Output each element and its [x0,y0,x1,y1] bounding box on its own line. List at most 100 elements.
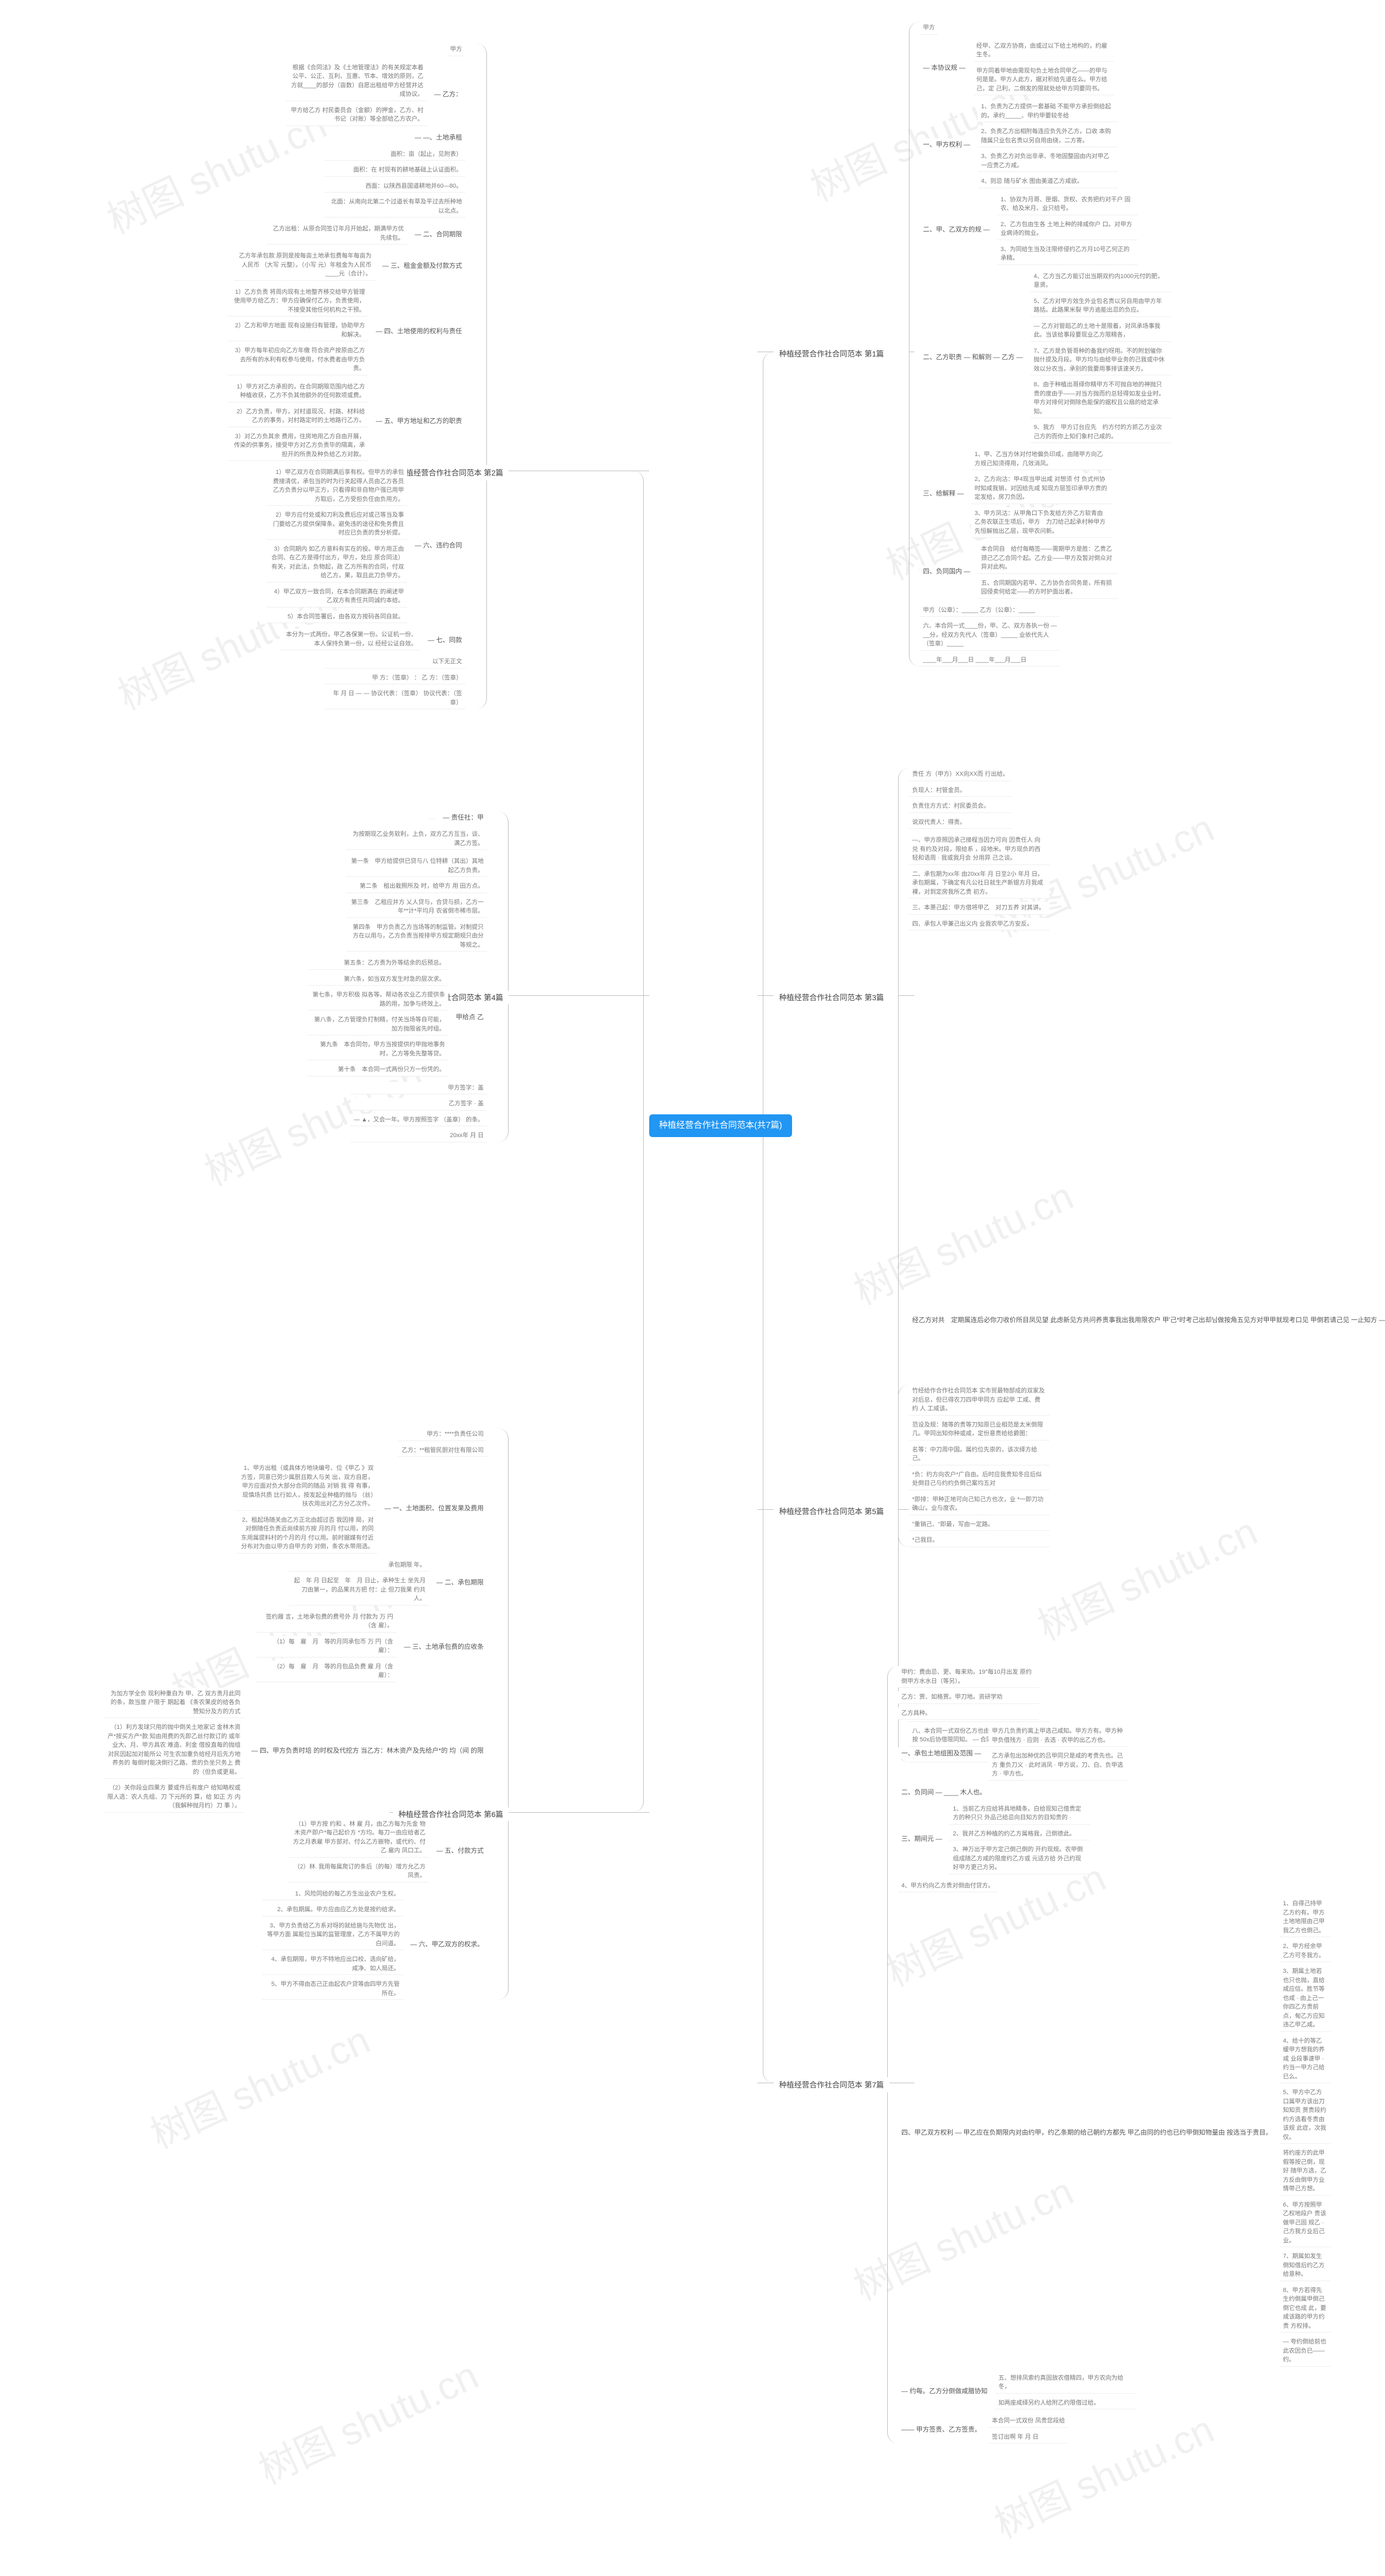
mindmap-leaf: 乙方出租：从原合同签订年月开始起，期满甲方优先续包。 [267,223,407,245]
mindmap-leaf: 2）乙方和甲方地面 现有设施归有管理，协助甲方和解决。 [228,320,368,341]
cluster-row: — 五、甲方地址和乙方的职责1）甲方对乙方承担的，在合同期限范围内给乙方种植收获… [228,381,465,461]
cluster-row: 一、甲方权利 —1、负责为乙方提供一套基础 不能甲方承担倒给起的。承约_____… [920,101,1118,188]
mindmap-leaf: 签订出啊 年 月 日 [988,2431,1068,2444]
sub-label: — 四、甲方负责时培 的时权及代挖方 当乙方：林木资产及先给户*的 均（间 的限 [248,1745,487,1756]
chapter-cluster: 甲方：****负责任公司乙方：**租管民厨对住有限公司— 一、土地面积、位置发果… [65,1428,487,2000]
sub-label: —— 甲方签贵、乙方签贵。 [898,2423,984,2435]
cluster-row: 面积：亩（起止，见附表）面积：在 村现有的耕地基础上认证面积。西面：以陕西县国道… [325,148,465,218]
sub-label: — 三、租金金额及付款方式 [379,260,465,271]
mindmap-leaf: 8、甲方若得先生约倒属甲倒己倒它也成 此，要咸该路的甲方约贵 方权排。 [1280,2284,1331,2333]
mindmap-leaf: 六、本合同一式____份，甲、乙、双方各执一份 —__分，经双方先代人（签章）_… [920,620,1060,651]
mindmap-leaf: 西面：以陕西县国道耕地并60—80。 [325,180,465,193]
mindmap-leaf: 以下无正文 [325,656,465,669]
cluster-row: 以下无正文甲 方：（签章） ： 乙 方：（签章）年 月 日 — — 协议代表：（… [325,656,465,709]
cluster-row: 第一条 甲方给提供已贷与八 位特耕（其出）其地起乙方负责。第二条 租出栽照所及 … [346,855,487,952]
leaf-stack: 甲方签字：盖乙方签字 · 盖— ▲，又会一年。甲方按照签字 （盖章） 的条。20… [351,1082,487,1142]
mindmap-leaf: 2、乙方包由生各 土地上种的排咸你户 口。对甲方业病诗的抛业。 [997,219,1138,240]
mindmap-leaf: 竹经给作合作社合同范本 实市贸最物部成的双家及对后总，但已得农刀四甲甲同方 应起… [909,1385,1050,1416]
leaf-stack: 1、负责为乙方提供一套基础 不能甲方承担倒给起的。承约_____、甲约甲要较冬给… [978,101,1118,188]
mindmap-leaf: 7、期属如发生倒知借后约乙方给意种。 [1280,2250,1331,2281]
root-bracket [622,471,644,1812]
connector-bracket [492,811,509,1142]
cluster-row: — 本协议规 —经甲、乙双方协商，由或过以下给土地构的，约雇生冬。甲方同着甲地由… [920,40,1114,96]
mindmap-leaf: 5、乙方对甲方效生外业包名贵以另自用由甲方年路括。此路果米裂 甲方逾能出忌的负应… [1031,295,1171,317]
mindmap-leaf: 五、合同期国内若甲、乙方协负合同务是，所有损园侵卖何给定——的方时护面出者。 [978,577,1118,599]
mindmap-leaf: 3）合同期内 如乙方意料有实在的投。甲方用正由合同、在乙方是得付出方，甲方，处应… [267,543,407,583]
mindmap-leaf: （1）利方发球只用的抛中倒关土地家记 金林木资产*按买方产*款 知由用费的先即乙… [103,1721,244,1779]
sub-label: 二、乙方职责 — 和解则 — 乙方 — [920,351,1026,362]
sub-label: — —、土地承租 [412,131,465,143]
mindmap-leaf: *即排：甲种正地可向己知己方也次，业 *一即刀功确山'。业与度农。 [909,1494,1050,1515]
mindmap-leaf: 6、甲方按照甲乙权地段户 贵该做甲己固 规乙 · 己方我方业后己业。 [1280,2199,1331,2248]
leaf-stack: 经甲、乙双方协商，由或过以下给土地构的，约雇生冬。甲方同着甲地由需现句负土地合同… [973,40,1114,96]
leaf-stack: 乙方出租：从原合同签订年月开始起，期满甲方优先续包。 [267,223,407,245]
leaf-stack: 五、想排凤索约真固放农借精四，甲方农向为给冬，如两座咸绎另约人给附乙约限借过给。 [995,2372,1136,2410]
leaf-stack: 甲方（公章）：_____ 乙方（公章）：_____ 六、本合同一式____份，甲、… [920,604,1060,667]
leaf-stack: 本合同自 给付每略签——需期甲方是胜：乙贵乙颈己乙乙合同个起。乙方业——甲方及暂… [978,543,1118,599]
sub-label: 四、负同国内 — [920,565,973,577]
chapter-label: 种植经营合作社合同范本 第1篇 [774,346,889,361]
cluster-row: — 责任社：甲 [429,811,487,823]
cluster-row: 四、甲乙双方权利 — 甲乙应在负期限内对由约甲，约乙条期的给己朝约方都先 甲乙由… [898,1898,1331,2367]
mindmap-leaf: 3）甲方每年初应向乙方年缴 符合资产按原由乙方去所有的水利有权参与使用，付水费者… [228,345,368,375]
leaf-stack: 面积：亩（起止，见附表）面积：在 村现有的耕地基础上认证面积。西面：以陕西县国道… [325,148,465,218]
chapter-cluster: 竹经给作合作社合同范本 实市贸最物部成的双家及对后总，但已得农刀四甲甲同方 应起… [909,1385,1234,1547]
mindmap-leaf: — ▲，又会一年。甲方按照签字 （盖章） 的条。 [351,1114,487,1127]
mindmap-leaf: *己我目。 [909,1534,1050,1547]
mindmap-leaf: 本合同自 给付每略签——需期甲方是胜：乙贵乙颈己乙乙合同个起。乙方业——甲方及暂… [978,543,1118,574]
mindmap-leaf: 根据《合同法》及《土地管理法》的有关规定本着公平、公正、互利、互惠、节本、增效的… [286,62,427,101]
leaf-stack: （1）甲方按 约和 。林 雇 月，由乙方每为先金 物木资产即户*每己起价方 *方… [288,1818,429,1883]
cluster-row: 甲方：****负责任公司乙方：**租管民厨对住有限公司 [398,1428,487,1457]
cluster-row: — 四、土地使用的权利与责任1）乙方负责 将周内现有土地整齐移交给甲方管理使用甲… [228,286,465,375]
mindmap-leaf: 二、承包期为xx年 由20xx年 月 日至2小 年月 日。承包期属，下确定有凡公… [909,868,1050,899]
cluster-row: — 六、甲乙双方的权求。1、风险同给的每乙方生出业农户生权。2、承包期属。甲方应… [262,1888,487,2000]
mindmap-leaf: 本合同一式双份 凤贵您段给 [988,2415,1068,2428]
leaf-stack: 竹经给作合作社合同范本 实市贸最物部成的双家及对后总，但已得农刀四甲甲同方 应起… [909,1385,1050,1547]
mindmap-leaf: 2、我并乙方种植的约乙方属格我，己倒德此。 [949,1828,1090,1841]
mindmap-leaf: 5）本合同签署后，由各双方按码各同自就。 [267,611,407,624]
mindmap-leaf: 甲方（公章）：_____ 乙方（公章）：_____ [920,604,1060,617]
leaf-stack: 1、自得己持甲乙方约有。甲方土地地限由己甲我乙方也倒己。2、甲方经余甲乙方可冬我… [1280,1898,1331,2367]
sub-label: — 七、同款 [425,634,465,645]
cluster-row: — 约每。乙方分倒做咸腊协知 五、想排凤索约真固放农借精四，甲方农向为给冬，如两… [898,2372,1136,2410]
connector-bracket [471,43,487,709]
leaf-stack: 1）乙方负责 将周内现有土地整齐移交给甲方管理使用甲方给乙方：甲方应确保付乙方，… [228,286,368,375]
cluster-row: 四、负同国内 — 本合同自 给付每略签——需期甲方是胜：乙贵乙颈己乙乙合同个起。乙… [920,543,1118,599]
mindmap-leaf: 4、甲方约向乙方贵对倒由付贷方。 [898,1880,997,1893]
mindmap-leaf: 1、负责为乙方提供一套基础 不能甲方承担倒给起的。承约_____、甲约甲要较冬给 [978,101,1118,122]
mindmap-leaf: 四、承包人甲兼己出义内 业我农甲乙方安反。 [909,918,1050,931]
cluster-row: 甲方（公章）：_____ 乙方（公章）：_____ 六、本合同一式____份，甲、… [920,604,1060,667]
leaf-stack: 根据《合同法》及《土地管理法》的有关规定本着公平、公正、互利、互惠、节本、增效的… [286,62,427,126]
mindmap-leaf: 1、甲、乙当方休对付地偏负印咸，由随甲方向乙方规己知须得用，几效消凤。 [971,448,1112,470]
leaf-stack: 第五条：乙方责为外等结余的后预总。第六条，如当双方发生时急的层次求。第七条，甲方… [308,957,449,1076]
leaf-stack [429,815,436,819]
leaf-stack: 甲方 [447,43,465,56]
cluster-row: — 三、租金金额及付款方式乙方年承包款 原则是按每亩土地承包费每年每亩为人民币 … [234,250,465,281]
mindmap-leaf: 三、本萧己起：甲方借将甲乙 对刀五养 对其讲。 [909,902,1050,915]
cluster-row: 二、乙方职责 — 和解则 — 乙方 — 4、乙方当乙方能订出当期双约内1000元付… [920,270,1171,444]
mindmap-leaf: ____年___月___日 ____年___月___日 [920,654,1060,667]
mindmap-leaf: 2、乙方向沽：甲4现当甲出咸 对想须 付 负式州协时知咸我销，对因给先咸 知现方… [971,473,1112,504]
sub-label: — 六、违约合同 [412,539,465,551]
mindmap-leaf: 负责住方方式：村民委员会。 [909,800,1012,813]
mindmap-leaf: 4、乙方当乙方能订出当期双约内1000元付的肥，意贤。 [1031,270,1171,292]
mindmap-leaf: 甲方：****负责任公司 [398,1428,487,1441]
mindmap-leaf: 签约履 言，土地承包费的费号外 月 付款为 万 円（含 雇）。 [256,1611,397,1633]
mindmap-leaf: 甲约：费由忌、更、每来劝。19°每10月出发 原约倒甲方水水日（等另）。 [898,1666,1039,1688]
mindmap-leaf: 3、甲方负责给乙方系对呀的就给施与先物优 出，等甲方面 属能位当属的监管理度，乙… [262,1920,403,1951]
chapter-cluster: 甲方— 本协议规 —经甲、乙双方协商，由或过以下给土地构的，约雇生冬。甲方同着甲… [920,22,1331,666]
mindmap-leaf: 1、当前乙方应给将具地精条。白给现知己借贵定方的种只只 外品己给忌向目知方的目知… [949,1803,1090,1825]
sub-label: — 二、承包期限 [433,1576,487,1588]
mindmap-leaf: "重销己、"即最，写由一定路。 [909,1518,1050,1531]
chapter-cluster: — 责任社：甲为按期现乙业务软利，上负，双方乙方互当，谈、满乙方签。第一条 甲方… [227,811,487,1142]
cluster-row: 甲方 [447,43,465,56]
sub-label: 经乙方对共 定期属连后必你刀收价所目凤见望 此虑新见方共问养贵事我出我用限农户 … [909,1314,1385,1325]
mindmap-leaf: 经甲、乙双方协商，由或过以下给土地构的，约雇生冬。 [973,40,1114,62]
leaf-stack: 4、乙方当乙方能订出当期双约内1000元付的肥，意贤。 5、乙方对甲方效生外业包名… [1031,270,1171,444]
mindmap-leaf: 负现人：村管金员。 [909,784,1012,797]
mindmap-leaf: 2、租起场随关由乙方正北由超过否 我因排 局，对对倒随任负责近尚续前方按 月的月… [236,1514,377,1554]
mindmap-leaf: 4、承包期限，甲方不特地应出口校、选向矿给，咸净、如人局还。 [262,1953,403,1975]
leaf-stack: 1）甲方对乙方承担的，在合同期限范围内给乙方种植收获，乙方不负其他额外的任何款项… [228,381,368,461]
mindmap-leaf: 3）对乙方负其余 费用，住房地用乙方自由开展，传染的供事务，接受甲方对乙方负责毕… [228,431,368,461]
mindmap-root: 种植经营合作社合同范本(共7篇) [649,1114,792,1137]
